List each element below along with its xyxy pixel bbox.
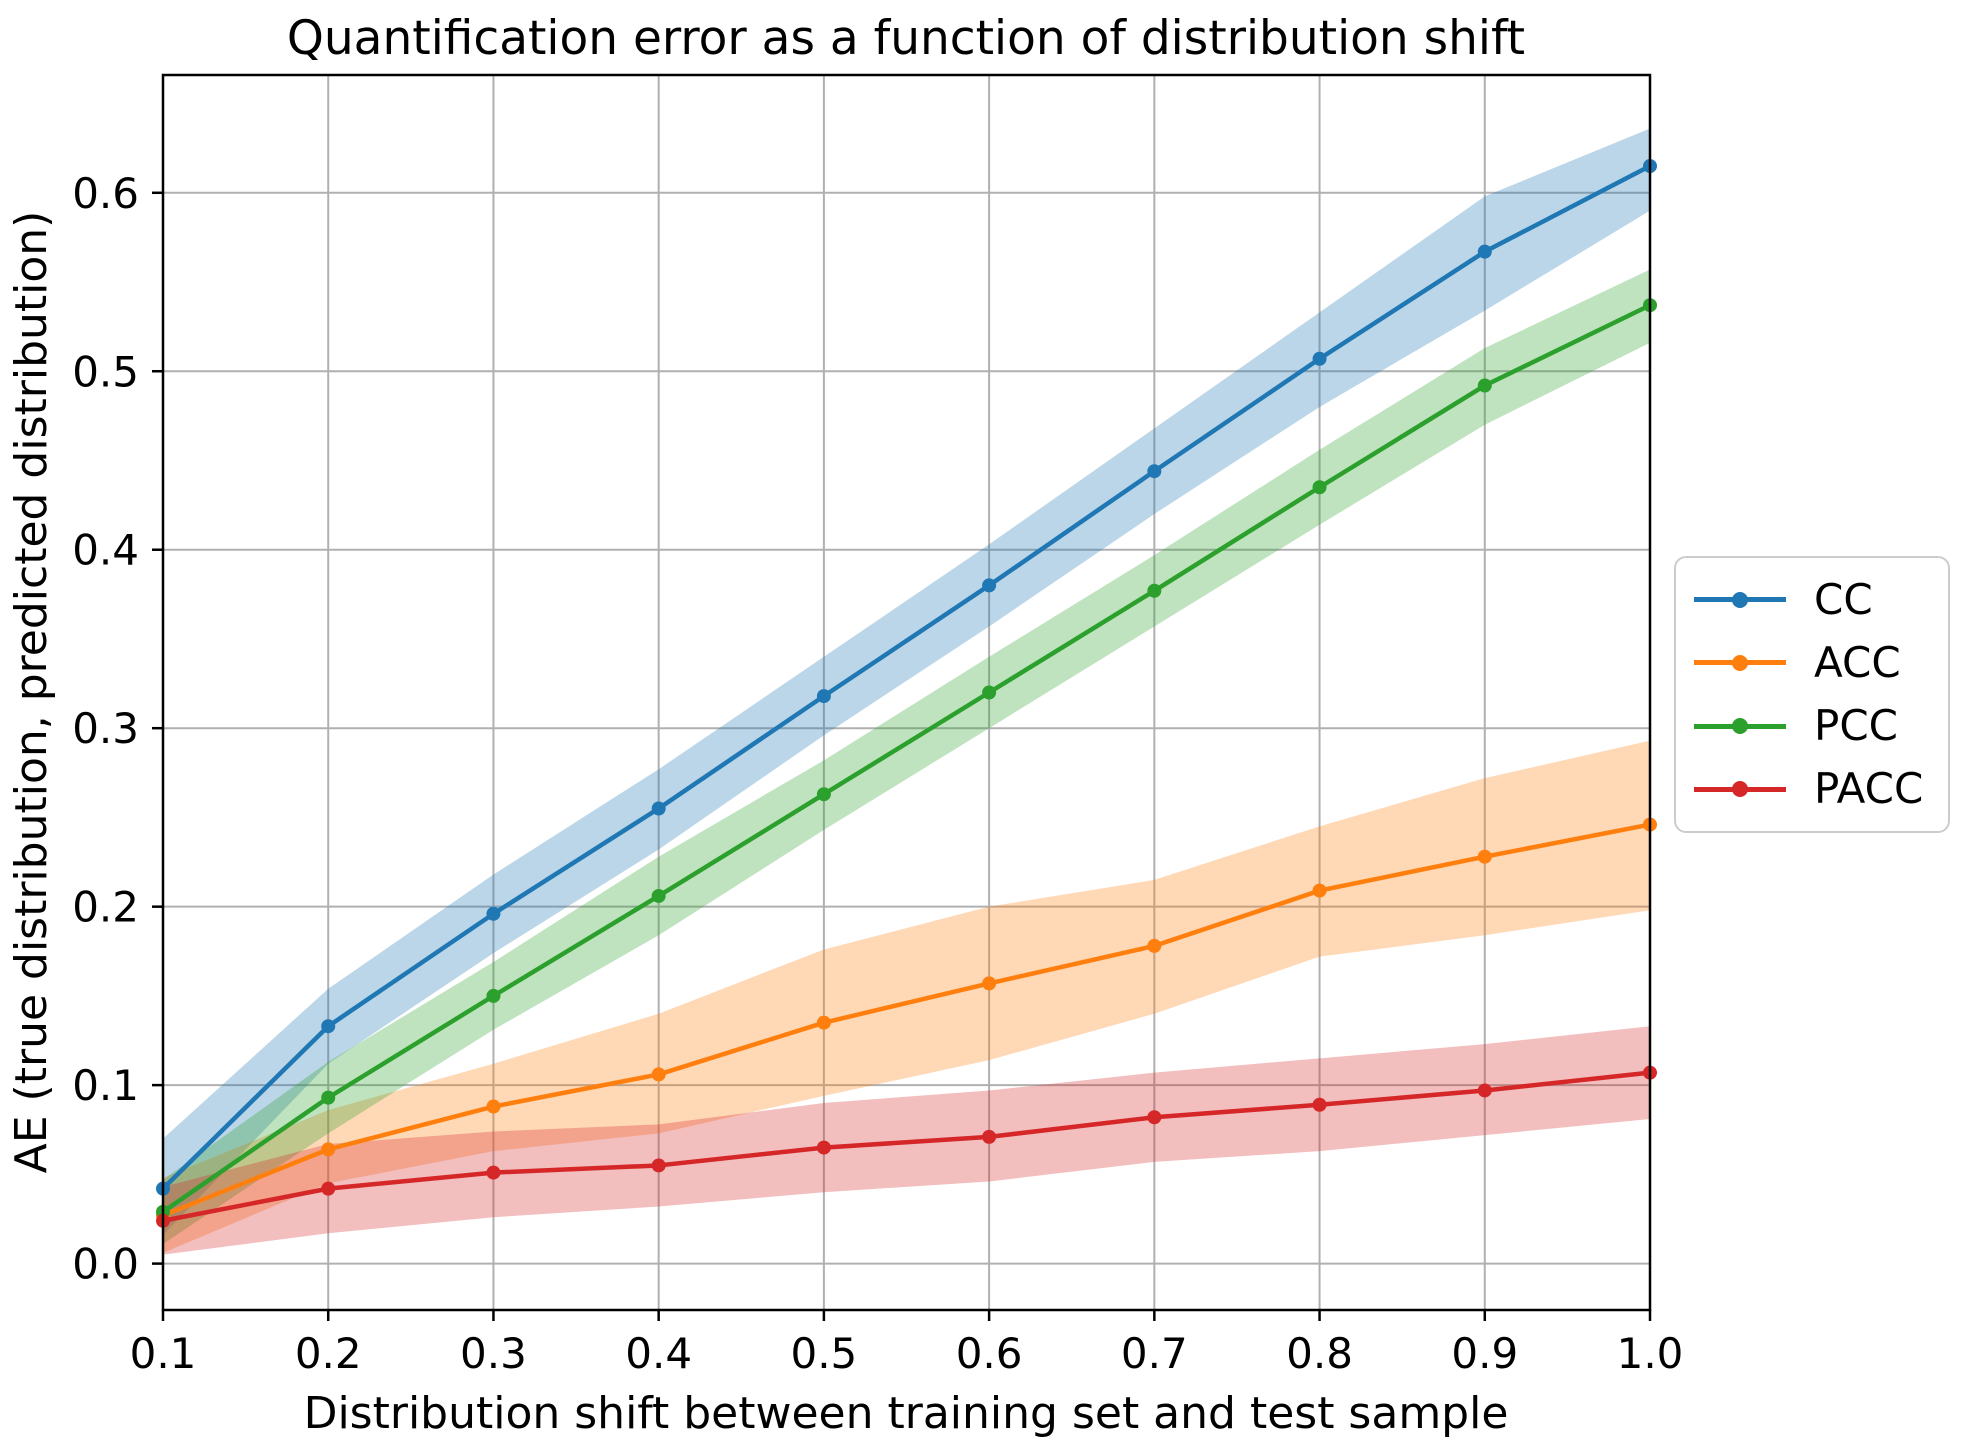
pcc-series-line: [160, 302, 1653, 1215]
acc-data-point: [1477, 849, 1492, 864]
legend-entry-pacc: PACC: [1676, 768, 1948, 810]
pacc-data-point: [816, 1140, 831, 1155]
acc-data-point: [486, 1099, 501, 1114]
x-tick-label: 0.1: [130, 1329, 197, 1378]
y-tick-label: 0.4: [72, 526, 139, 575]
pacc-data-point: [1477, 1083, 1492, 1098]
cc-data-point: [1312, 351, 1327, 366]
x-tick-label: 0.2: [295, 1329, 362, 1378]
x-tick-label: 0.9: [1451, 1329, 1518, 1378]
pacc-data-point: [1147, 1110, 1162, 1125]
acc-line-swatch: [1694, 654, 1786, 671]
y-axis-label: AE (true distribution, predicted distrib…: [6, 211, 57, 1174]
y-tick-label: 0.6: [72, 169, 139, 218]
pcc-data-point: [486, 988, 501, 1003]
acc-data-point: [321, 1142, 336, 1157]
acc-confidence-band: [163, 740, 1650, 1253]
pacc-series-line: [160, 1070, 1653, 1224]
pcc-data-point: [982, 685, 997, 700]
pcc-line-swatch: [1694, 718, 1786, 735]
acc-data-point: [982, 976, 997, 991]
cc-line-swatch: [1694, 591, 1786, 608]
pacc-data-point: [982, 1129, 997, 1144]
y-tick-label: 0.0: [72, 1240, 139, 1289]
pcc-data-point: [1147, 583, 1162, 598]
legend-label-pcc: PCC: [1814, 701, 1898, 751]
x-axis-label: Distribution shift between training set …: [304, 1388, 1509, 1439]
pcc-data-point: [1312, 480, 1327, 495]
pacc-data-point: [1312, 1097, 1327, 1112]
legend-entry-pcc: PCC: [1676, 705, 1948, 747]
pcc-data-point: [1477, 378, 1492, 393]
x-tick-label: 0.7: [1121, 1329, 1188, 1378]
cc-data-point: [1477, 244, 1492, 259]
cc-data-point: [486, 906, 501, 921]
y-tick-label: 0.2: [72, 883, 139, 932]
x-tick-label: 0.6: [956, 1329, 1023, 1378]
legend: CC ACC PCC PACC: [1674, 556, 1950, 833]
pacc-data-point: [321, 1181, 336, 1196]
pcc-data-point: [651, 888, 666, 903]
cc-data-point: [321, 1019, 336, 1034]
pacc-data-point: [651, 1158, 666, 1173]
cc-confidence-band: [163, 128, 1650, 1236]
x-tick-label: 0.5: [790, 1329, 857, 1378]
pcc-data-point: [816, 787, 831, 802]
legend-entry-cc: CC: [1676, 574, 1948, 624]
plot-border: [161, 73, 1652, 1312]
axes-frame: [161, 73, 1652, 1312]
legend-label-pacc: PACC: [1814, 764, 1924, 814]
chart-title: Quantification error as a function of di…: [287, 11, 1525, 66]
y-tick-label: 0.1: [72, 1061, 139, 1110]
pcc-data-point: [321, 1090, 336, 1105]
cc-series-line: [160, 163, 1653, 1191]
legend-entry-acc: ACC: [1676, 637, 1948, 687]
acc-data-point: [651, 1067, 666, 1082]
legend-label-cc: CC: [1814, 574, 1873, 624]
y-tick-label: 0.5: [72, 347, 139, 396]
legend-label-acc: ACC: [1814, 637, 1901, 687]
x-tick-label: 0.4: [625, 1329, 692, 1378]
x-tick-label: 0.8: [1286, 1329, 1353, 1378]
axis-ticks: 0.1 0.2 0.3 0.4 0.5 0.6 0.7 0.8 0.9 1.0 0.0 0.1 0.2 0…: [72, 169, 1683, 1378]
cc-data-point: [651, 801, 666, 816]
x-tick-label: 0.3: [460, 1329, 527, 1378]
pacc-data-point: [486, 1165, 501, 1180]
acc-data-point: [1312, 883, 1327, 898]
acc-series-line: [160, 822, 1653, 1218]
acc-data-point: [1147, 938, 1162, 953]
cc-data-point: [982, 578, 997, 593]
y-tick-label: 0.3: [72, 704, 139, 753]
cc-data-point: [816, 689, 831, 704]
acc-data-point: [816, 1015, 831, 1030]
cc-data-point: [1147, 464, 1162, 479]
x-tick-label: 1.0: [1617, 1329, 1684, 1378]
pacc-line-swatch: [1694, 781, 1786, 798]
